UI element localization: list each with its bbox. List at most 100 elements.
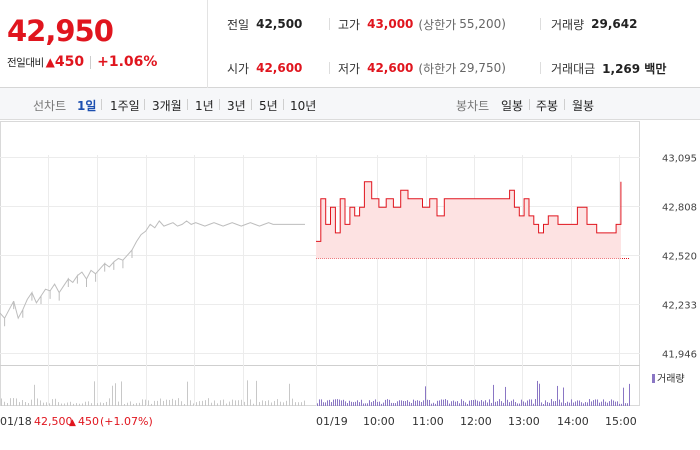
chart-grid <box>0 121 640 406</box>
volume-bar <box>553 401 554 406</box>
volume-bar <box>97 403 98 406</box>
volume-bar <box>304 400 305 406</box>
volume-bar <box>539 383 540 406</box>
volume-bar <box>220 400 221 406</box>
x-tick-label: 01/19 <box>316 415 348 428</box>
volume-bar <box>145 399 146 406</box>
candle-tab-monthly[interactable]: 월봉 <box>572 99 595 113</box>
volume-bar <box>583 403 584 406</box>
volume-bar <box>46 402 47 406</box>
volume-bar <box>547 402 548 406</box>
volume-bar <box>196 402 197 406</box>
volume-bar <box>343 399 344 406</box>
volume-bar <box>421 402 422 406</box>
volume-bar <box>477 400 478 406</box>
candle-chart-label: 봉차트 <box>456 99 490 113</box>
volume-bar <box>241 399 242 406</box>
volume-bar <box>139 402 140 406</box>
volume-bar <box>333 399 334 406</box>
volume-bar <box>529 399 530 406</box>
stat-label: 고가 <box>338 17 361 32</box>
period-tab-5y[interactable]: 5년 <box>259 99 278 113</box>
volume-bar <box>437 400 438 406</box>
volume-bar <box>455 401 456 406</box>
volume-bar <box>259 402 260 406</box>
volume-bar <box>443 399 444 406</box>
volume-bar <box>238 400 239 406</box>
volume-bar <box>465 402 466 406</box>
volume-bar <box>367 403 368 406</box>
volume-bar <box>235 400 236 406</box>
volume-bar <box>587 402 588 406</box>
volume-bar <box>163 400 164 406</box>
volume-bar <box>154 400 155 406</box>
volume-bar <box>67 402 68 406</box>
period-tab-10y[interactable]: 10년 <box>290 99 317 113</box>
volume-bar <box>40 400 41 406</box>
volume-bar <box>298 402 299 406</box>
volume-bar <box>58 402 59 406</box>
volume-bar <box>471 400 472 406</box>
x-tick-label: 13:00 <box>508 415 540 428</box>
volume-bar <box>423 400 424 406</box>
quote-header: 42,950 전일대비 ▲ 450 +1.06% 전일 42,500 고가 43… <box>0 0 700 88</box>
prev-day-price-line <box>0 220 305 327</box>
volume-bar <box>79 403 80 406</box>
volume-bar <box>391 402 392 406</box>
volume-bar <box>403 400 404 406</box>
volume-bar <box>535 399 536 406</box>
prev-day-close: 42,500 <box>34 415 73 428</box>
stat-limit-label: (상한가 <box>418 17 457 32</box>
volume-bar <box>100 402 101 406</box>
volume-bar <box>16 398 17 406</box>
period-tab-1y[interactable]: 1년 <box>195 99 214 113</box>
volume-bar <box>112 385 113 406</box>
volume-bar <box>1 398 2 406</box>
volume-bar <box>319 399 320 406</box>
period-tab-1w[interactable]: 1주일 <box>110 99 140 113</box>
volume-bar <box>28 403 29 406</box>
volume-bar <box>365 403 366 406</box>
volume-bar <box>549 402 550 406</box>
candle-tab-weekly[interactable]: 주봉 <box>536 99 559 113</box>
volume-bar <box>387 399 388 406</box>
volume-bar <box>214 400 215 406</box>
volume-bar <box>559 399 560 406</box>
divider <box>540 18 541 30</box>
volume-bar <box>571 399 572 406</box>
change-row: 전일대비 ▲ 450 +1.06% <box>7 53 157 71</box>
volume-bar <box>208 398 209 406</box>
volume-bar <box>575 401 576 406</box>
volume-bar <box>4 401 5 406</box>
stat-prev-close: 전일 42,500 <box>227 14 302 34</box>
volume-bar <box>595 399 596 406</box>
volume-bar <box>49 403 50 406</box>
volume-bar <box>487 402 488 406</box>
volume-bar <box>397 401 398 406</box>
volume-bar <box>274 400 275 406</box>
volume-bar <box>289 383 290 406</box>
period-tab-3m[interactable]: 3개월 <box>152 99 182 113</box>
volume-bar <box>409 401 410 406</box>
volume-bar <box>389 399 390 406</box>
volume-bar <box>385 399 386 406</box>
volume-bar <box>451 401 452 406</box>
volume-bar <box>283 402 284 406</box>
volume-bar <box>525 402 526 406</box>
period-tab-3y[interactable]: 3년 <box>227 99 246 113</box>
volume-bar <box>377 401 378 406</box>
volume-bar <box>449 403 450 406</box>
price-chart: 43,095 42,808 42,520 42,233 41,946 01/19 10:0… <box>0 121 700 450</box>
volume-bar <box>73 403 74 406</box>
candle-tab-daily[interactable]: 일봉 <box>501 99 524 113</box>
volume-bar <box>523 401 524 406</box>
volume-bar <box>265 401 266 406</box>
volume-bar <box>82 403 83 406</box>
volume-bar <box>551 399 552 406</box>
price-box: 42,950 전일대비 ▲ 450 +1.06% <box>0 0 208 88</box>
volume-bar <box>429 400 430 406</box>
volume-bar <box>537 380 538 406</box>
x-tick-label: 14:00 <box>557 415 589 428</box>
period-tab-1d[interactable]: 1일 <box>77 99 97 113</box>
stat-low: 저가 42,600 (하한가 29,750) <box>338 58 506 78</box>
